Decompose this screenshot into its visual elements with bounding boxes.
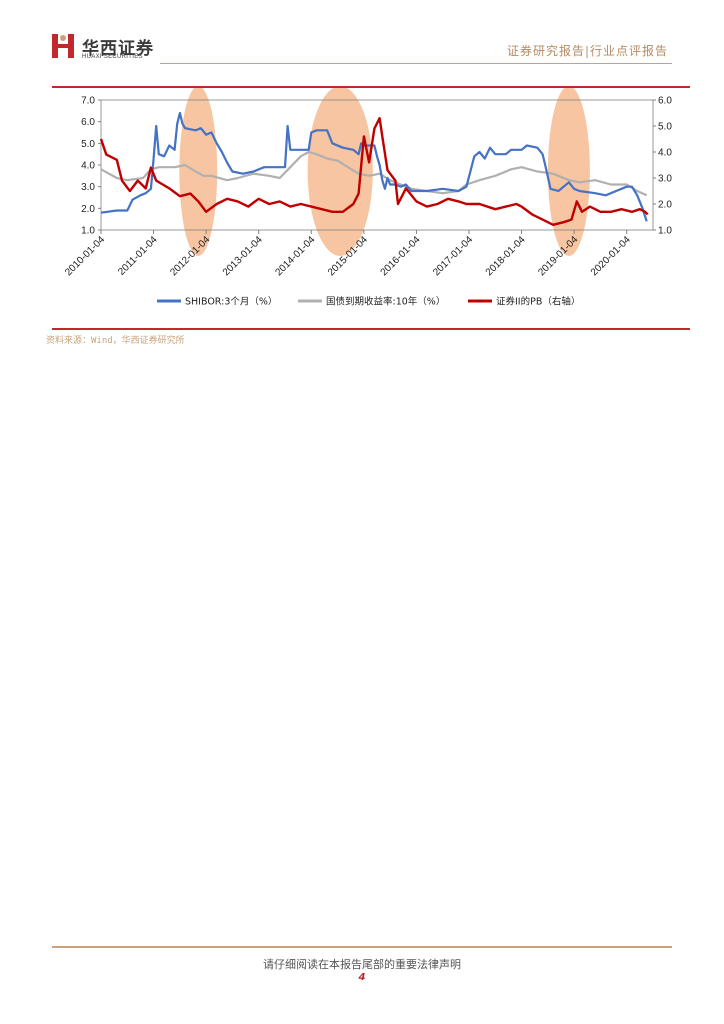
- y-left-tick-label: 5.0: [81, 139, 95, 150]
- y-left-tick-label: 6.0: [81, 117, 95, 128]
- x-tick-label: 2011-01-04: [116, 234, 160, 278]
- y-left-tick-label: 1.0: [81, 226, 95, 237]
- y-right-tick-label: 1.0: [658, 226, 672, 237]
- highlight-ellipse-2: [307, 88, 373, 256]
- source-note: 资料来源：Wind，华西证券研究所: [46, 336, 185, 346]
- chart-series: [99, 111, 649, 226]
- header-divider: [160, 63, 672, 64]
- footer-divider: [52, 946, 672, 948]
- y-right-tick-label: 5.0: [658, 122, 672, 133]
- y-right-tick-label: 3.0: [658, 174, 672, 185]
- highlight-ellipses: [179, 88, 590, 256]
- y-left-tick-label: 4.0: [81, 161, 95, 172]
- series-line-2: [100, 150, 648, 197]
- legend-label-2: 国债到期收益率:10年（%）: [326, 296, 445, 308]
- x-tick-label: 2013-01-04: [221, 234, 265, 278]
- series-line-3: [99, 117, 649, 226]
- y-right-tick-label: 2.0: [658, 200, 672, 211]
- y-left-tick-label: 7.0: [81, 96, 95, 107]
- x-tick-label: 2010-01-04: [63, 234, 107, 278]
- footer-disclaimer: 请仔细阅读在本报告尾部的重要法律声明: [263, 958, 461, 971]
- legend-label-3: 证券II的PB（右轴）: [496, 296, 580, 308]
- legend-label-1: SHIBOR:3个月（%）: [185, 296, 277, 308]
- x-tick-label: 2017-01-04: [431, 234, 475, 278]
- highlight-ellipse-3: [547, 88, 590, 256]
- chart-legend: SHIBOR:3个月（%） 国债到期收益率:10年（%） 证券II的PB（右轴）: [157, 296, 580, 308]
- x-tick-label: 2020-01-04: [589, 234, 633, 278]
- x-tick-label: 2016-01-04: [379, 234, 423, 278]
- chart-bottom-rule: [52, 328, 690, 330]
- huaxi-logo-icon: [52, 34, 74, 58]
- rates-pb-chart: 7.06.05.04.03.02.01.06.05.04.03.02.01.02…: [63, 88, 672, 308]
- report-type: 证券研究报告|行业点评报告: [506, 44, 668, 58]
- x-tick-label: 2014-01-04: [273, 234, 317, 278]
- x-tick-label: 2018-01-04: [484, 234, 528, 278]
- y-left-tick-label: 2.0: [81, 204, 95, 215]
- logo-english-name: HUAXI SECURITIES: [82, 54, 143, 60]
- y-left-tick-label: 3.0: [81, 182, 95, 193]
- logo-chinese-name: 华西证券: [82, 39, 154, 59]
- y-right-tick-label: 6.0: [658, 96, 672, 107]
- page-header: 华西证券 HUAXI SECURITIES 证券研究报告|行业点评报告: [0, 0, 724, 70]
- y-right-tick-label: 4.0: [658, 148, 672, 159]
- chart-top-rule: [52, 86, 690, 88]
- page-number: 4: [358, 972, 366, 983]
